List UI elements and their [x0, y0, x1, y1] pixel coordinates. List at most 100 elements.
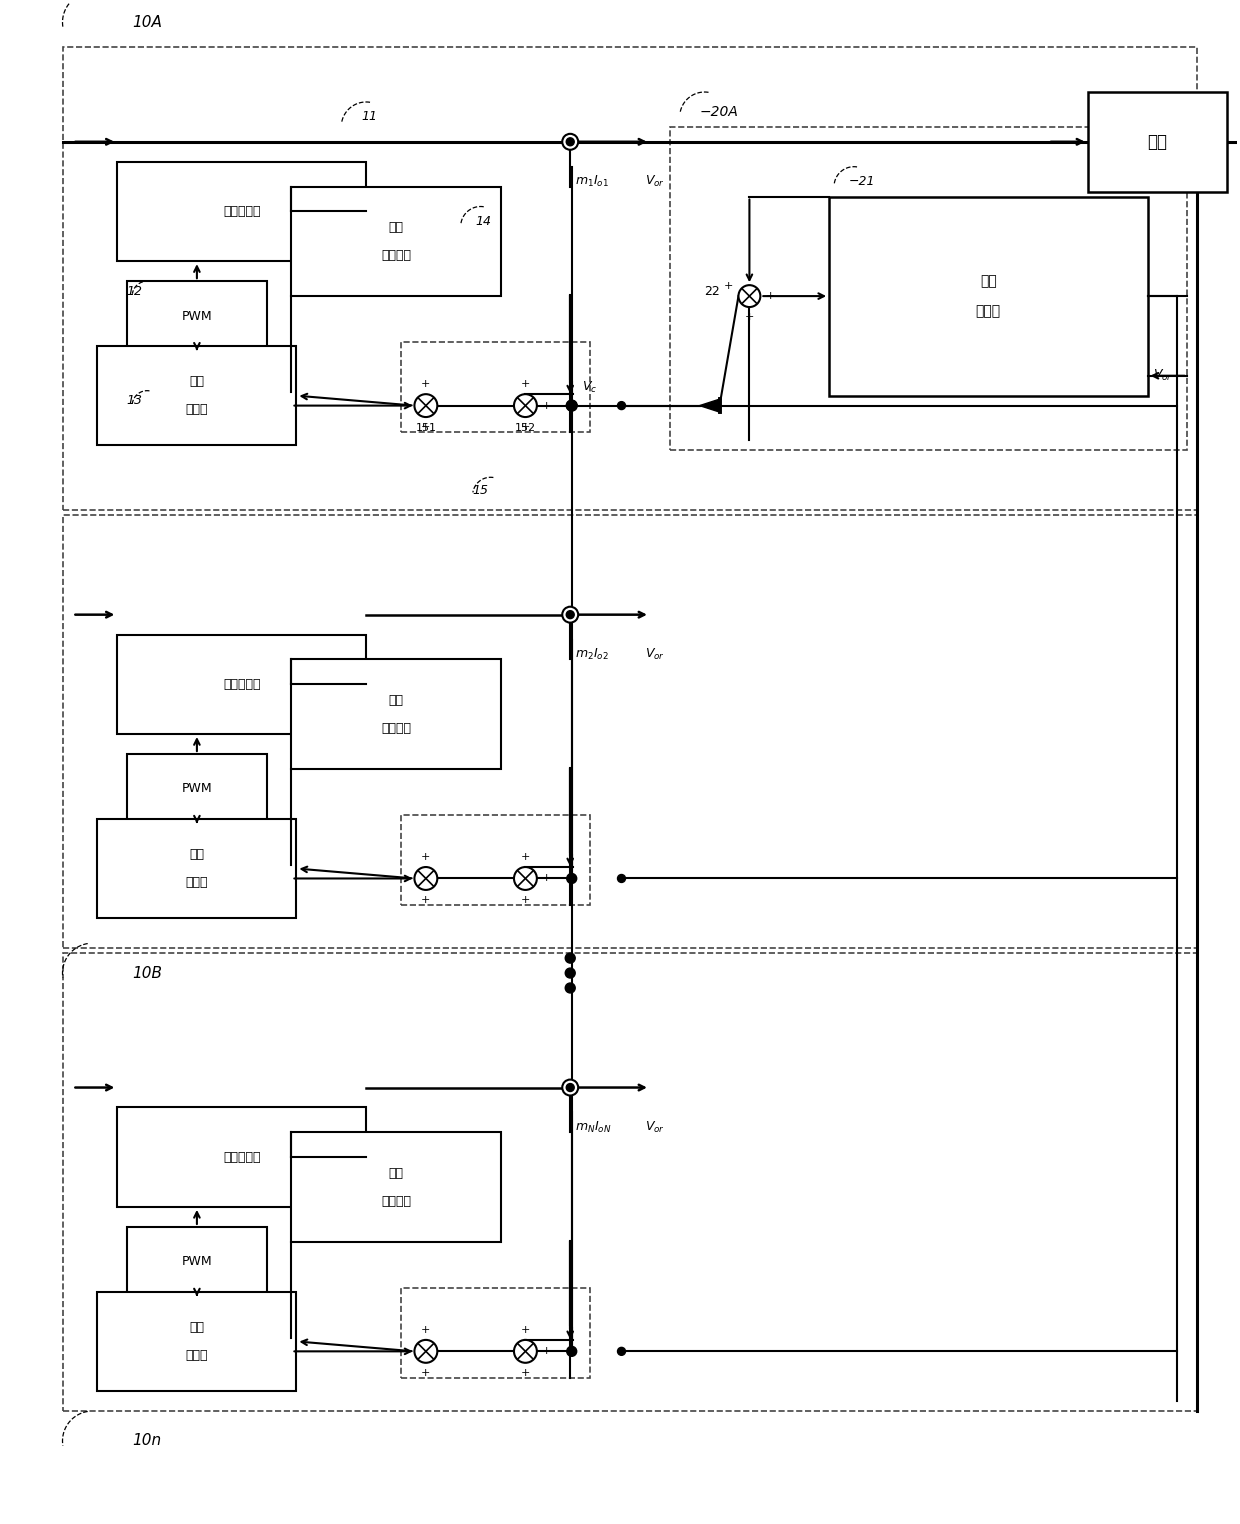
Bar — [62, 47, 1198, 511]
Text: $m_1 I_{o1}$: $m_1 I_{o1}$ — [575, 174, 609, 189]
Text: −: − — [401, 873, 409, 884]
Circle shape — [567, 401, 577, 411]
Circle shape — [414, 1340, 438, 1362]
Bar — [1087, 91, 1228, 192]
Text: $m_2 I_{o2}$: $m_2 I_{o2}$ — [575, 646, 609, 661]
Bar — [291, 1132, 501, 1242]
Text: −: − — [401, 401, 409, 410]
Text: PWM: PWM — [181, 1256, 212, 1268]
Circle shape — [567, 611, 574, 619]
Bar — [98, 346, 296, 445]
Text: 电源转换器: 电源转换器 — [223, 1151, 260, 1164]
Circle shape — [567, 137, 574, 146]
Text: 12: 12 — [126, 285, 143, 297]
Text: 电压: 电压 — [190, 847, 205, 861]
Text: 控制器: 控制器 — [976, 303, 1001, 319]
Text: $V_{or}$: $V_{or}$ — [645, 1120, 665, 1135]
Text: 151: 151 — [415, 422, 436, 433]
Bar — [118, 634, 366, 735]
Text: −21: −21 — [849, 175, 875, 187]
Circle shape — [567, 873, 577, 884]
Text: 11: 11 — [361, 110, 377, 123]
Text: +: + — [422, 379, 430, 389]
Text: +: + — [542, 401, 552, 410]
Text: 10n: 10n — [133, 1434, 161, 1448]
Circle shape — [567, 401, 577, 410]
Circle shape — [562, 134, 578, 149]
Text: 控制器: 控制器 — [186, 402, 208, 416]
Circle shape — [567, 1346, 577, 1356]
Circle shape — [513, 395, 537, 418]
Text: PWM: PWM — [181, 309, 212, 323]
Circle shape — [618, 402, 625, 410]
Text: 负载: 负载 — [1147, 133, 1168, 151]
Text: 22: 22 — [704, 285, 719, 297]
Circle shape — [565, 983, 575, 994]
Circle shape — [414, 395, 438, 418]
Text: +: + — [542, 1346, 552, 1356]
Text: PWM: PWM — [181, 782, 212, 796]
Bar — [670, 126, 1188, 451]
Bar — [62, 515, 1198, 948]
Text: 反馈单元: 反馈单元 — [381, 722, 410, 735]
Text: +: + — [422, 895, 430, 905]
Text: 电压: 电压 — [190, 375, 205, 389]
Text: 反馈单元: 反馈单元 — [381, 1195, 410, 1207]
Text: +: + — [521, 1324, 531, 1335]
Bar — [128, 1227, 267, 1297]
Text: $V_{or}$: $V_{or}$ — [645, 174, 665, 189]
Circle shape — [414, 867, 438, 890]
Text: 10A: 10A — [133, 15, 162, 30]
Text: 电压: 电压 — [388, 1167, 403, 1180]
Bar — [62, 952, 1198, 1411]
Text: 电源转换器: 电源转换器 — [223, 678, 260, 690]
Text: 控制器: 控制器 — [186, 1349, 208, 1362]
Text: +: + — [422, 852, 430, 863]
Text: −20A: −20A — [699, 105, 739, 119]
Circle shape — [565, 968, 575, 978]
Bar — [98, 818, 296, 919]
Text: +: + — [521, 895, 531, 905]
Text: +: + — [521, 852, 531, 863]
Text: 电压: 电压 — [388, 693, 403, 707]
Text: +: + — [765, 291, 775, 302]
Text: $m_N I_{oN}$: $m_N I_{oN}$ — [575, 1120, 611, 1135]
Bar — [291, 186, 501, 296]
Polygon shape — [699, 399, 719, 411]
Text: 电压: 电压 — [388, 221, 403, 233]
Text: 电源转换器: 电源转换器 — [223, 204, 260, 218]
Text: 14: 14 — [476, 215, 491, 229]
Text: 152: 152 — [515, 422, 536, 433]
Text: +: + — [521, 422, 531, 431]
Text: +: + — [542, 873, 552, 884]
Text: +: + — [422, 422, 430, 431]
Circle shape — [567, 401, 577, 410]
Bar — [401, 343, 590, 431]
Text: 反馈单元: 反馈单元 — [381, 248, 410, 262]
Bar — [830, 197, 1148, 396]
Text: $V_{or}$: $V_{or}$ — [1153, 369, 1173, 384]
Bar — [291, 660, 501, 770]
Circle shape — [513, 867, 537, 890]
Text: −: − — [401, 1346, 409, 1356]
Text: 电压: 电压 — [190, 1321, 205, 1334]
Text: $V_{or}$: $V_{or}$ — [645, 646, 665, 661]
Circle shape — [739, 285, 760, 306]
Text: 10B: 10B — [133, 966, 162, 980]
Circle shape — [562, 1079, 578, 1096]
Text: 控制器: 控制器 — [186, 876, 208, 888]
Circle shape — [567, 1084, 574, 1091]
Text: 电压: 电压 — [980, 274, 997, 288]
Bar — [118, 162, 366, 261]
Text: +: + — [422, 1324, 430, 1335]
Bar — [128, 754, 267, 824]
Text: +: + — [521, 1367, 531, 1378]
Text: 15: 15 — [472, 483, 489, 497]
Bar — [128, 280, 267, 351]
Circle shape — [513, 1340, 537, 1362]
Circle shape — [565, 952, 575, 963]
Bar — [98, 1292, 296, 1391]
Bar — [401, 815, 590, 905]
Circle shape — [562, 607, 578, 623]
Text: +: + — [521, 379, 531, 389]
